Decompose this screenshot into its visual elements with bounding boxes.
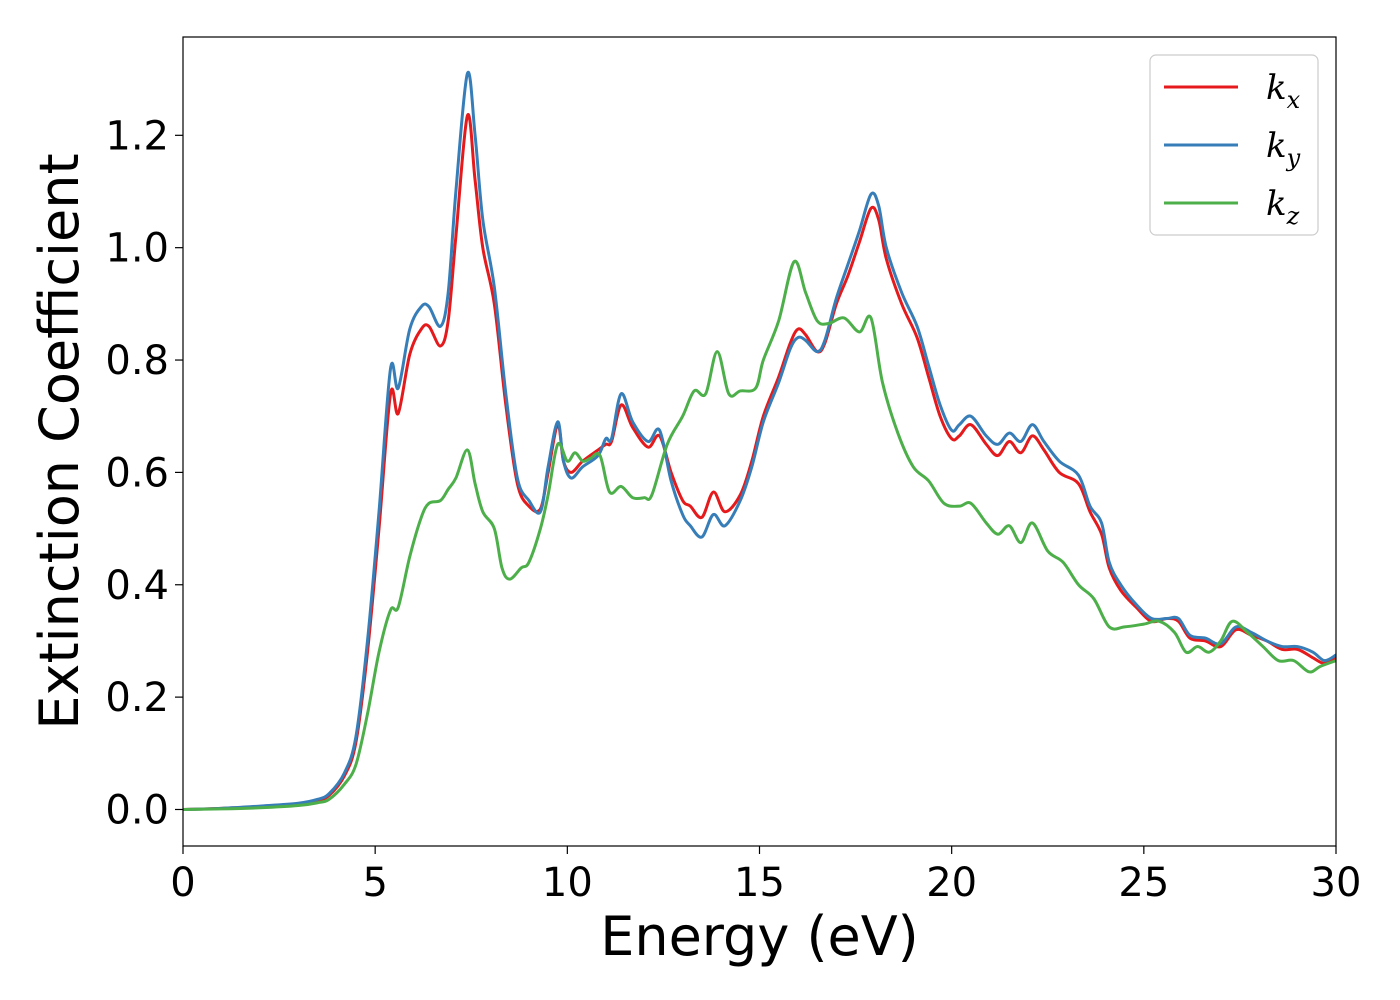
y-tick-label: 1.0 (105, 226, 169, 272)
x-tick-label: 15 (734, 860, 785, 906)
plot-area (182, 36, 1337, 847)
x-tick-label: 5 (362, 860, 387, 906)
y-tick-label: 0.4 (105, 563, 169, 609)
legend-label-main: k (1266, 184, 1287, 224)
legend-label-subscript: y (1286, 144, 1301, 172)
legend-label-main: k (1266, 126, 1287, 166)
y-tick-label: 0.2 (105, 675, 169, 721)
x-axis: 0 5 10 15 20 25 30 (170, 846, 1361, 906)
x-axis-title: Energy (eV) (600, 905, 919, 968)
x-tick-label: 10 (542, 860, 593, 906)
legend-label-x: kx (1266, 68, 1301, 114)
legend-label-y: ky (1266, 126, 1301, 172)
x-tick-label: 25 (1118, 860, 1169, 906)
x-tick-label: 0 (170, 860, 195, 906)
series-line-z (183, 259, 1336, 811)
legend-label-subscript: x (1287, 86, 1301, 114)
series-layer (183, 70, 1336, 811)
y-axis: 0.0 0.2 0.4 0.6 0.8 1.0 1.2 (105, 113, 183, 833)
series-line-x (183, 113, 1336, 811)
legend-label-main: k (1266, 68, 1287, 108)
y-tick-label: 0.6 (105, 450, 169, 496)
legend-label-subscript: z (1286, 202, 1300, 230)
y-tick-label: 0.8 (105, 338, 169, 384)
y-tick-label: 1.2 (105, 113, 169, 159)
y-axis-title: Extinction Coefficient (28, 153, 91, 729)
legend-label-z: kz (1266, 184, 1300, 230)
y-tick-label: 0.0 (105, 787, 169, 833)
x-tick-label: 30 (1311, 860, 1362, 906)
x-tick-label: 20 (926, 860, 977, 906)
series-line-y (183, 70, 1336, 811)
